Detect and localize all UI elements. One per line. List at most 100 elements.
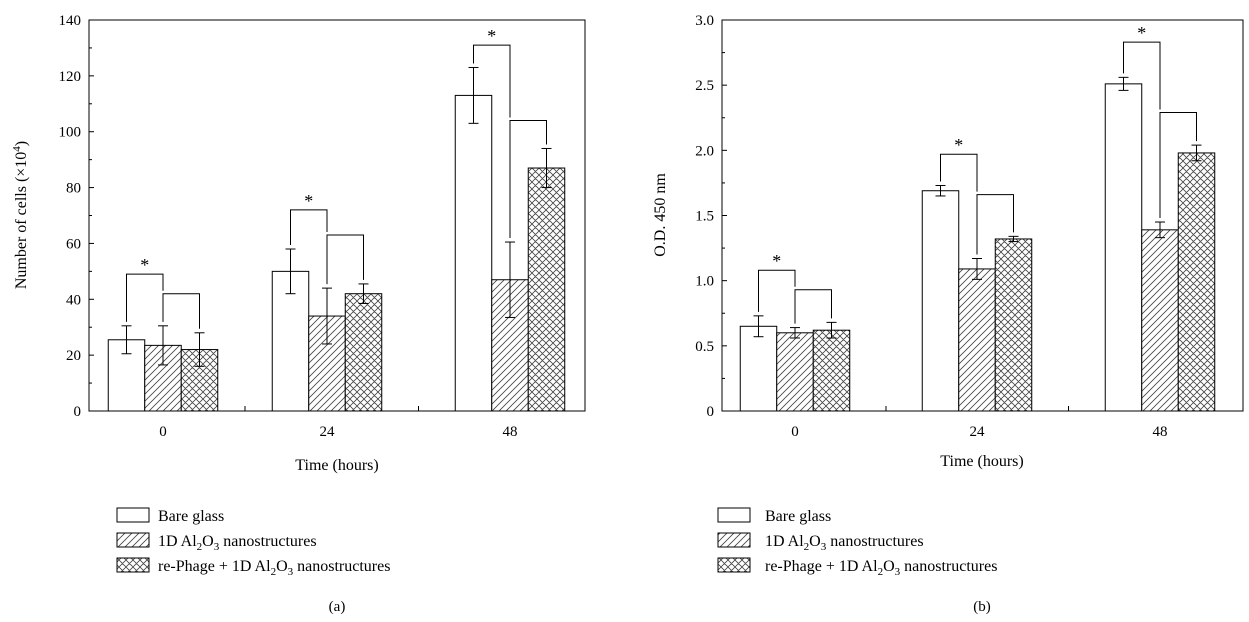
- significance-bracket: [290, 209, 328, 246]
- significance-star: *: [1137, 23, 1146, 43]
- chart-panel-b: 0 0.5 1.0 1.5 2.0 2.5 3.0 0 24 48 * * * Time (hour…: [652, 13, 1244, 615]
- y-tick-label: 120: [59, 69, 82, 85]
- legend-label-rephage: re-Phage + 1D Al2O3 nanostructures: [158, 558, 390, 578]
- sub: 2: [197, 541, 203, 553]
- y-tick-label: 1.5: [695, 209, 714, 225]
- x-tick-label: 24: [970, 424, 986, 440]
- bar: [921, 190, 960, 412]
- bar: [958, 268, 996, 412]
- x-axis: 0 24 48: [159, 406, 518, 440]
- text: nanostructures: [900, 558, 997, 575]
- text: O: [276, 558, 288, 575]
- panel-label-a: (a): [329, 599, 346, 615]
- legend-swatch-bare-glass: [717, 507, 751, 523]
- significance-brackets: * * *: [126, 26, 547, 329]
- legend-swatch-al2o3: [116, 532, 150, 548]
- legend-label-bare-glass: Bare glass: [765, 508, 831, 525]
- legend-label-bare-glass: Bare glass: [158, 508, 224, 525]
- text: O: [883, 558, 895, 575]
- y-tick-label: 3.0: [695, 13, 714, 29]
- legend-swatch-bare-glass: [116, 507, 150, 523]
- bars: [739, 83, 1216, 412]
- sub: 3: [895, 566, 901, 578]
- sub: 3: [288, 566, 294, 578]
- significance-bracket: [1159, 112, 1197, 219]
- y-axis-label-exp: 4: [11, 146, 23, 152]
- y-tick-label: 80: [66, 181, 81, 197]
- y-tick-label: 2.0: [695, 143, 714, 159]
- bar: [344, 293, 383, 412]
- significance-bracket: [326, 234, 364, 285]
- significance-bracket: [509, 120, 547, 239]
- legend-swatch-al2o3: [717, 532, 751, 548]
- y-axis-label-close: ): [13, 141, 30, 146]
- sub: 3: [821, 541, 827, 553]
- bar: [527, 167, 566, 412]
- y-tick-label: 0.5: [695, 339, 714, 355]
- legend-swatch-rephage: [717, 557, 751, 573]
- significance-brackets: * * *: [758, 23, 1197, 324]
- bars: [107, 94, 566, 412]
- x-tick-label: 48: [1153, 424, 1168, 440]
- significance-star: *: [140, 255, 149, 275]
- sub: 2: [804, 541, 810, 553]
- x-tick-label: 48: [503, 424, 518, 440]
- legend-label-al2o3: 1D Al2O3 nanostructures: [158, 533, 317, 553]
- y-tick-label: 2.5: [695, 78, 714, 94]
- y-axis-label-main: Number of cells (×10: [13, 152, 30, 289]
- significance-bracket: [976, 194, 1014, 255]
- significance-star: *: [954, 135, 963, 155]
- legend: Bare glass 1D Al2O3 nanostructures re-Ph…: [116, 507, 390, 578]
- significance-bracket: [758, 269, 796, 312]
- bar: [1177, 152, 1216, 412]
- y-axis-label: Number of cells (×104): [11, 141, 30, 289]
- y-tick-label: 0: [74, 404, 82, 420]
- significance-bracket: [940, 153, 978, 192]
- bar: [1104, 83, 1143, 412]
- y-tick-label: 60: [66, 236, 81, 252]
- x-axis: 0 24 48: [791, 406, 1168, 440]
- significance-bracket: [473, 44, 511, 118]
- text: nanostructures: [826, 533, 923, 550]
- sub: 2: [271, 566, 277, 578]
- significance-bracket: [1123, 41, 1161, 110]
- y-tick-label: 20: [66, 348, 81, 364]
- bar: [776, 332, 814, 412]
- text: nanostructures: [293, 558, 390, 575]
- legend-label-al2o3: 1D Al2O3 nanostructures: [765, 533, 924, 553]
- legend-label-rephage: re-Phage + 1D Al2O3 nanostructures: [765, 558, 997, 578]
- bar: [1141, 229, 1179, 412]
- y-axis-label: O.D. 450 nm: [652, 173, 669, 257]
- sub: 3: [214, 541, 220, 553]
- text: O: [809, 533, 821, 550]
- significance-bracket: [126, 273, 164, 322]
- significance-star: *: [487, 26, 496, 46]
- bar: [994, 238, 1033, 412]
- y-tick-label: 1.0: [695, 274, 714, 290]
- y-axis: 0 20 40 60 80 100 120 140: [59, 13, 94, 420]
- x-tick-label: 0: [159, 424, 167, 440]
- significance-bracket: [162, 293, 200, 329]
- x-tick-label: 24: [320, 424, 336, 440]
- bar: [739, 325, 778, 412]
- significance-bracket: [794, 289, 832, 324]
- panel-label-b: (b): [973, 599, 991, 615]
- sub: 2: [878, 566, 884, 578]
- error-bars: [121, 66, 552, 367]
- text: O: [202, 533, 214, 550]
- y-tick-label: 40: [66, 292, 81, 308]
- x-axis-label: Time (hours): [295, 457, 378, 474]
- bar: [454, 94, 493, 412]
- y-tick-label: 100: [59, 125, 82, 141]
- y-tick-label: 140: [59, 13, 82, 29]
- legend-swatch-rephage: [116, 557, 150, 573]
- significance-star: *: [304, 191, 313, 211]
- significance-star: *: [772, 251, 781, 271]
- x-tick-label: 0: [791, 424, 799, 440]
- error-bars: [753, 76, 1202, 339]
- legend: Bare glass 1D Al2O3 nanostructures re-Ph…: [717, 507, 997, 578]
- bar: [812, 329, 851, 412]
- y-axis: 0 0.5 1.0 1.5 2.0 2.5 3.0: [695, 13, 727, 420]
